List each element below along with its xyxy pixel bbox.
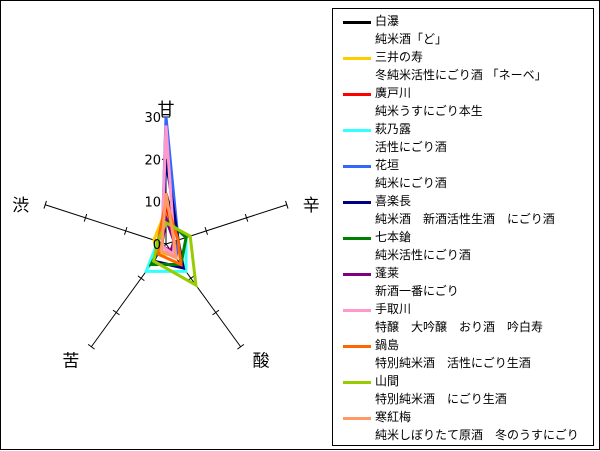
- axis-tick: [244, 213, 249, 222]
- axis-tick: [237, 343, 245, 350]
- legend-swatch: [343, 381, 371, 384]
- legend-series-subtitle: 純米活性にごり酒: [375, 248, 471, 262]
- axis-tick: [137, 275, 145, 282]
- legend-series-name: 七本鎗: [375, 230, 412, 244]
- legend-entry: 廣戸川純米うすにごり本生: [333, 83, 593, 121]
- axis-tick: [204, 226, 208, 235]
- legend-swatch: [343, 165, 371, 168]
- legend-swatch: [343, 237, 371, 240]
- legend-series-subtitle: 純米酒 新酒活性生酒 にごり酒: [375, 212, 555, 226]
- legend-series-subtitle: 活性にごり酒: [375, 140, 447, 154]
- legend-entry: 花垣 純米にごり酒: [333, 155, 593, 193]
- axis-tick: [83, 213, 88, 222]
- legend-swatch: [343, 345, 371, 348]
- axis-tick: [124, 226, 128, 235]
- legend-entry: 寒紅梅純米しぼりたて原酒 冬のうすにごり: [333, 407, 593, 445]
- axis-label-2: 酸: [253, 352, 270, 372]
- legend-entry: 七本鎗純米活性にごり酒: [333, 227, 593, 265]
- legend-series-subtitle: 特別純米酒 にごり生酒: [375, 392, 507, 406]
- legend-series-subtitle: 純米にごり酒: [375, 176, 447, 190]
- legend-series-name: 三井の寿: [375, 50, 424, 64]
- series-polygon-11: [159, 192, 178, 261]
- legend-series-name: 山間: [375, 374, 400, 388]
- legend-series-subtitle: 特別純米酒 活性にごり生酒: [375, 356, 531, 370]
- legend-series-name: 萩乃露: [375, 122, 412, 136]
- legend-entry: 山間特別純米酒 にごり生酒: [333, 371, 593, 409]
- legend-series-name: 寒紅梅: [375, 410, 412, 424]
- tick-label: 30: [144, 111, 161, 126]
- legend-series-name: 手取川: [375, 302, 412, 316]
- tick-label: 0: [153, 238, 161, 253]
- axis-line-1: [165, 204, 287, 245]
- legend-series-subtitle: 特醸 大吟醸 おり酒 吟白寿: [375, 320, 544, 334]
- axis-tick: [285, 200, 289, 209]
- legend-series-name: 鍋島: [375, 338, 400, 352]
- axis-label-0: 甘: [158, 100, 175, 120]
- axis-label-4: 渋: [12, 196, 29, 216]
- axis-line-4: [45, 204, 167, 245]
- legend-entry: 蓬莱 新酒一番にごり: [333, 263, 593, 301]
- legend-swatch: [343, 93, 371, 96]
- axis-tick: [87, 343, 95, 350]
- legend: 白瀑純米酒「ど」 三井の寿冬純米活性にごり酒 「ネーベ」 廣戸川純米うすにごり本生萩…: [332, 8, 594, 446]
- legend-series-subtitle: 新酒一番にごり: [375, 284, 459, 298]
- legend-swatch: [343, 417, 371, 420]
- axis-label-1: 辛: [303, 196, 320, 216]
- tick-label: 10: [144, 196, 161, 211]
- legend-series-subtitle: 純米しぼりたて原酒 冬のうすにごり: [375, 428, 579, 442]
- axis-line-2: [165, 243, 242, 348]
- legend-swatch: [343, 309, 371, 312]
- legend-series-name: 白瀑: [375, 14, 400, 28]
- legend-entry: 白瀑 純米酒「ど」: [333, 11, 593, 49]
- legend-entry: 萩乃露 活性にごり酒: [333, 119, 593, 157]
- legend-swatch: [343, 201, 371, 204]
- legend-swatch: [343, 21, 371, 24]
- legend-swatch: [343, 273, 371, 276]
- legend-swatch: [343, 57, 371, 60]
- legend-entry: 三井の寿冬純米活性にごり酒 「ネーベ」: [333, 47, 593, 85]
- legend-series-name: 蓬莱: [375, 266, 400, 280]
- legend-series-subtitle: 純米うすにごり本生: [375, 104, 483, 118]
- legend-swatch: [343, 129, 371, 132]
- legend-series-name: 喜楽長: [375, 194, 412, 208]
- series-polygon-10: [151, 220, 198, 288]
- axis-label-3: 苦: [62, 352, 79, 372]
- legend-series-subtitle: 冬純米活性にごり酒 「ネーベ」: [375, 68, 547, 82]
- axis-tick: [43, 200, 47, 209]
- axis-tick: [212, 309, 220, 316]
- legend-entry: 鍋島特別純米酒 活性にごり生酒: [333, 335, 593, 373]
- legend-series-subtitle: 純米酒「ど」: [375, 32, 448, 46]
- legend-series-name: 廣戸川: [375, 86, 412, 100]
- legend-series-name: 花垣: [375, 158, 400, 172]
- legend-entry: 喜楽長純米酒 新酒活性生酒 にごり酒: [333, 191, 593, 229]
- axis-tick: [112, 309, 120, 316]
- legend-entry: 手取川特醸 大吟醸 おり酒 吟白寿: [333, 299, 593, 337]
- tick-label: 20: [144, 153, 161, 168]
